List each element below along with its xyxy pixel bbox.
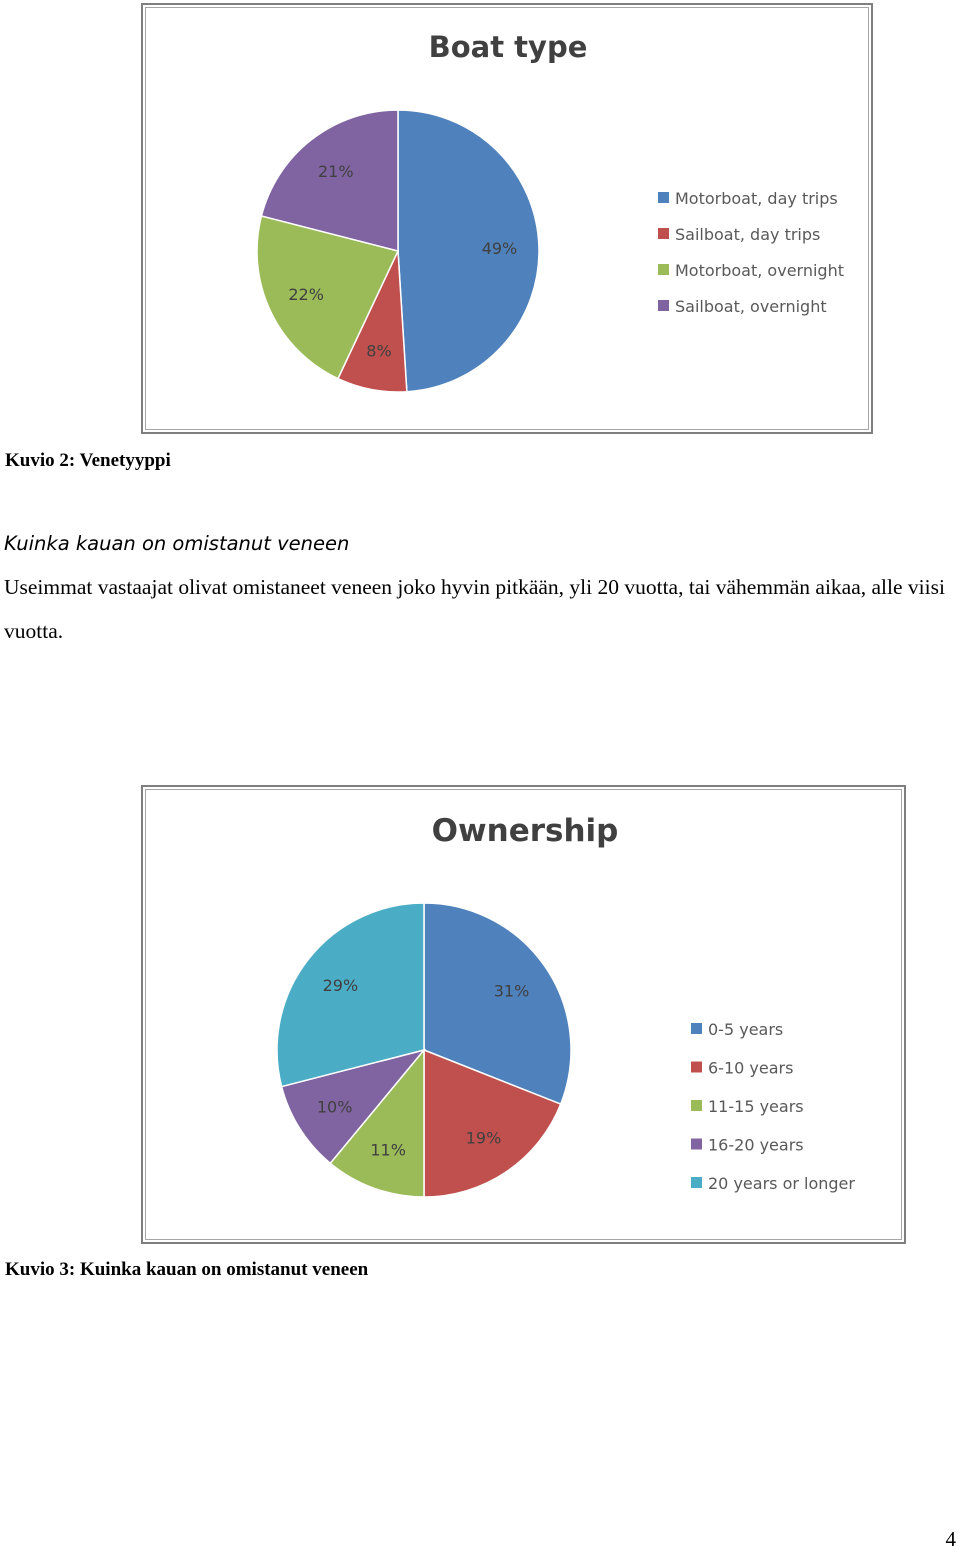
- legend-label: 16-20 years: [708, 1136, 804, 1155]
- legend-label: 0-5 years: [708, 1020, 783, 1039]
- section-paragraph: Useimmat vastaajat olivat omistaneet ven…: [4, 575, 945, 643]
- legend-label: Motorboat, day trips: [675, 189, 838, 208]
- pie-slice: [260, 109, 399, 252]
- legend-swatch: [658, 192, 669, 203]
- legend-swatch: [691, 1100, 702, 1111]
- slice-label: 22%: [288, 285, 324, 304]
- legend-label: 6-10 years: [708, 1059, 793, 1078]
- chart-title: Ownership: [432, 813, 619, 849]
- page-number: 4: [945, 1527, 957, 1551]
- figure-caption: Kuvio 3: Kuinka kauan on omistanut venee…: [5, 1259, 369, 1280]
- section-heading: Kuinka kauan on omistanut veneen: [4, 532, 350, 555]
- slice-label: 29%: [323, 976, 359, 995]
- legend-swatch: [691, 1023, 702, 1034]
- legend-label: 20 years or longer: [708, 1174, 855, 1193]
- pie-slice: [256, 215, 400, 380]
- legend-swatch: [658, 300, 669, 311]
- legend-swatch: [691, 1177, 702, 1188]
- pie-slice: [329, 1047, 425, 1198]
- slice-label: 10%: [317, 1098, 353, 1117]
- pie-slice: [423, 902, 572, 1106]
- legend-label: Sailboat, day trips: [675, 225, 820, 244]
- slice-label: 11%: [370, 1141, 406, 1160]
- legend-swatch: [658, 264, 669, 275]
- chart-title: Boat type: [429, 30, 588, 64]
- pie-slice: [276, 902, 425, 1088]
- pie-slice: [397, 109, 540, 393]
- pie-slice: [280, 1048, 427, 1165]
- legend-label: Sailboat, overnight: [675, 297, 827, 316]
- slice-label: 8%: [366, 342, 391, 361]
- legend-label: 11-15 years: [708, 1097, 804, 1116]
- legend-swatch: [658, 228, 669, 239]
- slice-label: 31%: [494, 982, 530, 1001]
- boat-type-chart-svg: Boat type 49% 8% 22% 21% Motorboat, day trip…: [256, 30, 844, 393]
- legend-swatch: [691, 1061, 702, 1073]
- slice-label: 21%: [318, 162, 354, 181]
- boat-type-chart: Boat type 49% 8% 22% 21% Motorboat, day trip…: [141, 3, 873, 434]
- legend-swatch: [691, 1138, 702, 1150]
- ownership-chart: Ownership 31% 19% 11% 10% 29% 0-5 years 6-10 y…: [141, 785, 906, 1244]
- slice-label: 19%: [466, 1129, 502, 1148]
- figure-caption: Kuvio 2: Venetyyppi: [5, 450, 171, 471]
- ownership-chart-svg: Ownership 31% 19% 11% 10% 29% 0-5 years 6-10 y…: [276, 813, 855, 1198]
- legend-label: Motorboat, overnight: [675, 261, 844, 280]
- pie-slice: [423, 1048, 562, 1198]
- slice-label: 49%: [482, 239, 518, 258]
